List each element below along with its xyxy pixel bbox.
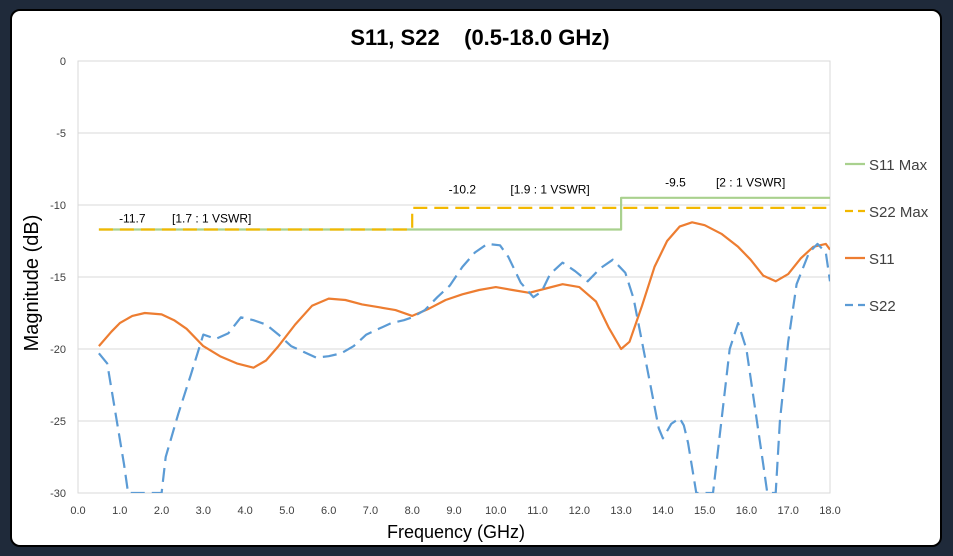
x-tick-label: 14.0 bbox=[652, 505, 673, 517]
x-tick-label: 6.0 bbox=[321, 505, 336, 517]
plot-area: 0 -5 -10 -15 -20 -25 -30 0.0 1.0 2.0 3.0 4.0 5.0 6.0 7… bbox=[50, 56, 841, 517]
x-tick-label: 7.0 bbox=[363, 505, 378, 517]
x-tick-label: 12.0 bbox=[569, 505, 590, 517]
x-tick-label: 17.0 bbox=[778, 505, 799, 517]
legend-label: S11 Max bbox=[869, 157, 928, 174]
y-tick-label: -10 bbox=[50, 200, 66, 212]
x-tick-label: 5.0 bbox=[279, 505, 294, 517]
annotation-label: [1.7 : 1 VSWR] bbox=[172, 211, 251, 225]
y-tick-label: -15 bbox=[50, 272, 66, 284]
x-tick-label: 16.0 bbox=[736, 505, 757, 517]
chart-svg: S11, S22 (0.5-18.0 GHz) 0 -5 -10 -15 -20 -25 -… bbox=[21, 25, 929, 542]
series-line-s11-max bbox=[98, 196, 830, 231]
y-tick-label: -5 bbox=[56, 128, 66, 140]
x-axis-label: Frequency (GHz) bbox=[387, 522, 525, 542]
x-tick-label: 2.0 bbox=[154, 505, 169, 517]
legend-label: S11 bbox=[869, 251, 895, 268]
x-tick-label: 11.0 bbox=[527, 505, 548, 517]
annotation-label: [2 : 1 VSWR] bbox=[716, 175, 785, 189]
y-tick-label: -25 bbox=[50, 416, 66, 428]
series-line-s22-max bbox=[98, 206, 830, 231]
x-tick-label: 0.0 bbox=[70, 505, 85, 517]
annotation-label: -11.7 bbox=[119, 211, 146, 225]
x-tick-label: 10.0 bbox=[485, 505, 506, 517]
annotation-label: -9.5 bbox=[665, 175, 686, 189]
x-tick-label: 13.0 bbox=[610, 505, 631, 517]
chart-frame: S11, S22 (0.5-18.0 GHz) 0 -5 -10 -15 -20 -25 -… bbox=[10, 9, 942, 547]
y-tick-label: -30 bbox=[50, 488, 66, 500]
chart-title: S11, S22 (0.5-18.0 GHz) bbox=[350, 25, 609, 50]
x-tick-label: 1.0 bbox=[112, 505, 127, 517]
annotation-label: -10.2 bbox=[449, 182, 477, 196]
y-tick-label: -20 bbox=[50, 344, 66, 356]
x-tick-label: 3.0 bbox=[196, 505, 211, 517]
x-tick-label: 9.0 bbox=[446, 505, 461, 517]
x-tick-label: 15.0 bbox=[694, 505, 715, 517]
legend-label: S22 bbox=[869, 298, 896, 315]
legend-label: S22 Max bbox=[869, 204, 929, 221]
y-axis-label: Magnitude (dB) bbox=[21, 215, 43, 352]
x-tick-label: 8.0 bbox=[405, 505, 420, 517]
series-line-s22 bbox=[98, 242, 830, 493]
annotation-label: [1.9 : 1 VSWR] bbox=[510, 182, 589, 196]
x-tick-label: 18.0 bbox=[819, 505, 840, 517]
legend: S11 Max S22 Max S11 S22 bbox=[845, 157, 929, 315]
series-line-s11 bbox=[98, 221, 830, 369]
x-tick-label: 4.0 bbox=[237, 505, 252, 517]
y-tick-label: 0 bbox=[60, 56, 66, 68]
